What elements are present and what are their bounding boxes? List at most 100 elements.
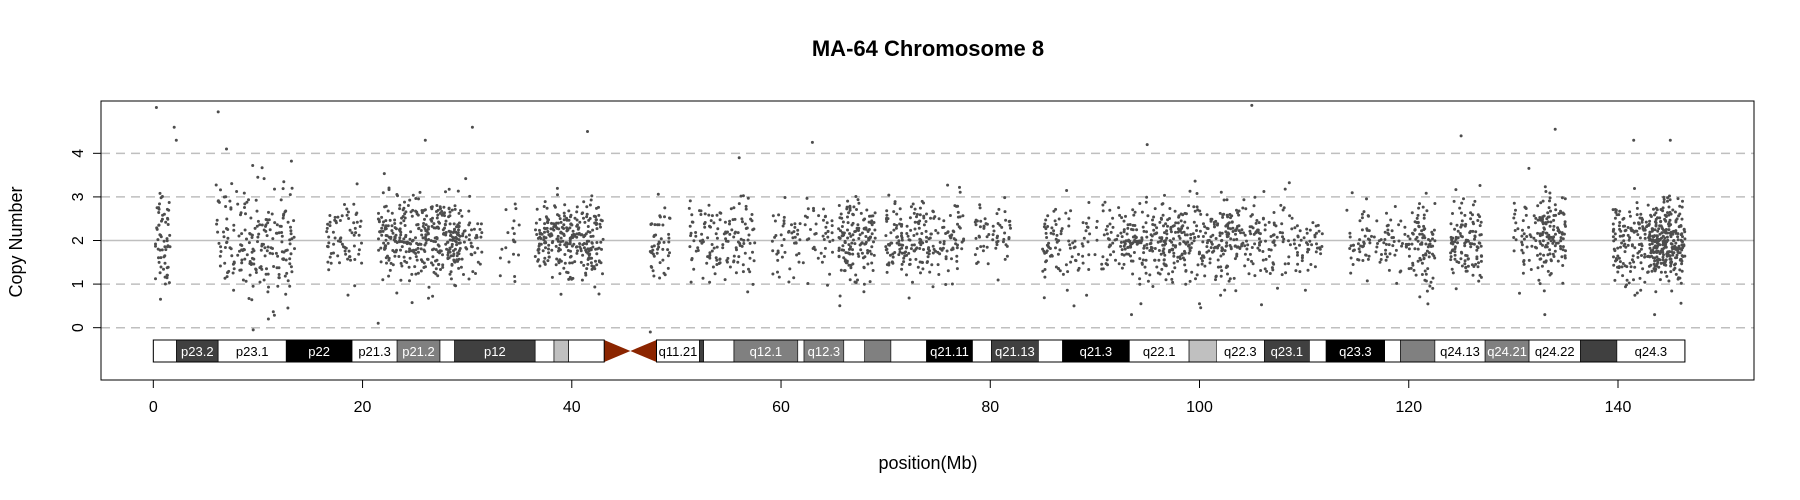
data-point [1665,253,1669,257]
data-point [724,230,728,234]
data-point [226,236,230,240]
data-point [838,294,842,298]
data-point [1449,251,1453,255]
data-point [777,213,781,217]
data-point [517,253,520,257]
chart-title: MA-64 Chromosome 8 [812,36,1044,61]
data-point [462,273,465,276]
data-point [1478,241,1482,245]
data-point [1538,239,1542,243]
data-point [812,206,815,210]
data-point [249,216,253,220]
data-point [1120,248,1124,252]
data-point [260,242,264,246]
data-point [353,258,357,261]
data-point [158,271,162,275]
data-point [1148,242,1152,246]
data-point [264,218,268,221]
data-point [262,228,266,232]
data-point [743,222,747,226]
data-point [1267,248,1271,251]
data-point [1120,216,1124,220]
data-point [1368,238,1372,242]
data-point [1218,211,1222,215]
data-point [945,249,949,253]
data-point [1547,237,1551,241]
data-point [577,231,581,235]
data-point [1476,219,1480,222]
data-point [1433,202,1437,205]
data-point [1130,227,1133,231]
data-point [415,241,419,245]
data-point [1205,213,1209,217]
data-point [929,232,933,236]
data-point [986,262,990,266]
data-point [289,252,293,256]
data-point [543,262,547,266]
data-point [336,239,340,243]
data-point [460,214,464,218]
data-point [1112,250,1116,254]
data-point [711,265,715,269]
data-point [266,221,270,225]
data-point [232,223,236,227]
data-point [277,276,281,280]
data-point [888,242,892,246]
data-point [1453,227,1457,231]
data-point [292,235,296,239]
data-point [846,236,850,240]
data-point [1473,235,1477,239]
data-point [838,236,842,240]
data-point [854,195,858,198]
data-point [1198,251,1201,255]
data-point [905,224,909,228]
data-point [1387,243,1391,247]
data-point [1633,265,1637,269]
data-point [1193,236,1197,240]
data-point [1383,230,1387,234]
data-point [748,270,752,274]
data-point [1155,226,1159,230]
data-point [698,239,702,243]
data-point [429,205,433,209]
data-point [1358,250,1362,254]
data-point [386,241,390,245]
data-point [1465,269,1469,273]
data-point [1064,211,1068,215]
data-point [1683,237,1687,241]
data-point [1244,207,1248,211]
data-point [571,276,575,280]
data-point [390,224,394,228]
data-point [1224,244,1228,248]
data-point [736,231,740,235]
data-point [378,230,382,234]
data-point [237,234,241,238]
data-point [1520,234,1524,238]
data-point [225,147,228,151]
data-point [427,238,431,241]
data-point [456,231,460,235]
data-point [535,233,539,236]
data-point [740,244,744,248]
data-point [830,219,834,223]
data-point [1134,236,1138,240]
data-point [591,245,595,249]
data-point [1541,243,1544,247]
data-point [1122,219,1126,223]
data-point [1522,262,1526,266]
data-point [1532,214,1536,218]
data-point [922,223,926,227]
data-point [588,252,592,256]
data-point [238,268,242,272]
data-point [387,274,391,278]
data-point [1406,234,1410,238]
data-point [1064,263,1068,267]
data-point [219,188,222,192]
data-point [1165,232,1169,236]
data-point [254,198,258,202]
data-point [1171,280,1175,284]
data-point [1640,220,1644,224]
data-point [648,330,652,334]
data-point [655,251,659,255]
data-point [158,248,162,252]
